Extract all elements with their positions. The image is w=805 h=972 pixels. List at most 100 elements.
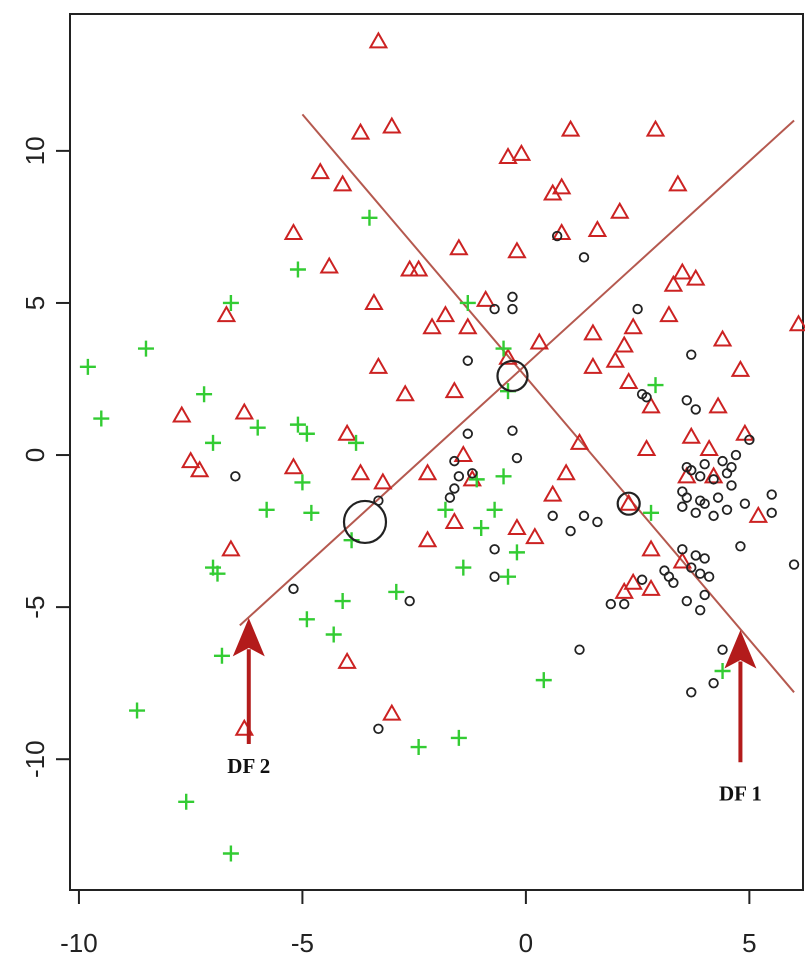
centroid-circle <box>342 499 388 545</box>
circle-point <box>449 483 460 494</box>
triangle-point <box>730 359 751 377</box>
triangle-point <box>507 241 527 259</box>
triangle-point <box>605 350 626 368</box>
plus-point <box>388 583 405 600</box>
triangle-point <box>221 539 241 557</box>
triangle-point <box>610 201 630 219</box>
plus-point <box>325 626 342 643</box>
plus-point <box>178 793 195 810</box>
triangle-point <box>556 463 576 481</box>
circle-point <box>681 595 692 607</box>
circle-point <box>449 455 460 467</box>
triangle-point <box>623 572 643 590</box>
y-tick-label: 0 <box>20 448 50 462</box>
circle-point <box>690 404 701 415</box>
triangle-point <box>283 457 304 475</box>
triangle-point <box>189 460 210 478</box>
discriminant-line-2 <box>239 119 795 627</box>
axes: -10 -5 0 5 -10 -5 0 5 10 <box>20 136 757 958</box>
triangle-point <box>283 222 304 240</box>
triangle-point <box>681 426 701 444</box>
triangle-point <box>395 384 415 402</box>
plus-point <box>209 565 226 582</box>
y-tick-label: 5 <box>20 296 50 310</box>
circle-point <box>708 474 719 485</box>
centroid-circle <box>496 359 529 393</box>
plus-point <box>289 261 306 278</box>
triangle-point <box>172 405 192 423</box>
triangle-point <box>319 256 339 274</box>
plus-point <box>137 340 154 357</box>
circle-point <box>708 510 719 522</box>
circle-point <box>453 471 465 482</box>
circle-point <box>592 516 603 528</box>
plus-point <box>437 501 454 518</box>
triangle-point <box>507 518 527 536</box>
circle-point <box>288 583 299 595</box>
triangle-point <box>551 177 572 195</box>
triangle-point <box>668 174 688 192</box>
plus-point <box>196 386 213 403</box>
circle-point <box>578 252 590 263</box>
annotations: DF 2 DF 1 <box>227 617 762 806</box>
circle-point <box>507 425 518 436</box>
triangle-point <box>368 31 389 49</box>
plus-point <box>495 340 512 357</box>
plus-point <box>500 568 517 585</box>
triangle-point <box>525 527 545 545</box>
data-points <box>79 31 805 862</box>
plot-frame <box>69 13 804 891</box>
circle-point <box>708 677 719 689</box>
circle-point <box>677 501 688 512</box>
triangle-point <box>350 122 371 140</box>
triangle-point <box>641 539 661 557</box>
circle-point <box>636 574 648 585</box>
annotation-label: DF 2 <box>227 754 270 778</box>
triangle-point <box>708 396 728 414</box>
triangle-point <box>216 305 237 323</box>
circle-point <box>739 498 751 509</box>
circle-point <box>404 595 415 607</box>
triangle-point <box>444 381 465 399</box>
triangle-point <box>641 396 661 414</box>
circle-point <box>462 355 473 366</box>
plus-point <box>455 559 472 576</box>
discriminant-lines <box>239 113 795 693</box>
plus-point <box>495 468 512 485</box>
triangle-point <box>444 511 465 529</box>
plus-point <box>298 611 315 628</box>
triangle-point <box>368 356 389 374</box>
circle-point <box>766 507 777 519</box>
plus-point <box>289 416 306 433</box>
circle-point <box>766 489 777 500</box>
circle-point <box>699 458 710 470</box>
annotation-label: DF 1 <box>719 782 762 806</box>
circle-point <box>686 465 697 476</box>
plus-point <box>343 532 360 549</box>
triangle-point <box>614 581 634 599</box>
triangle-point <box>569 432 590 450</box>
triangle-point <box>788 314 805 332</box>
circle-point <box>551 230 563 242</box>
triangle-point <box>659 305 679 323</box>
triangle-point <box>618 372 639 390</box>
triangle-point <box>618 493 639 511</box>
triangle-point <box>337 651 357 669</box>
centroid-circle <box>616 491 641 516</box>
triangle-point <box>686 268 706 286</box>
circle-point <box>641 392 652 403</box>
triangle-point <box>382 116 402 134</box>
plus-point <box>459 294 476 311</box>
triangle-point <box>511 143 532 161</box>
circle-point <box>695 568 706 579</box>
circle-point <box>668 577 679 588</box>
circle-point <box>578 510 590 522</box>
plus-point <box>535 672 552 689</box>
triangle-point <box>422 317 442 335</box>
annotation-arrow-head <box>232 617 265 657</box>
plus-point <box>205 434 222 451</box>
triangle-point <box>614 335 634 353</box>
plus-point <box>93 410 110 427</box>
